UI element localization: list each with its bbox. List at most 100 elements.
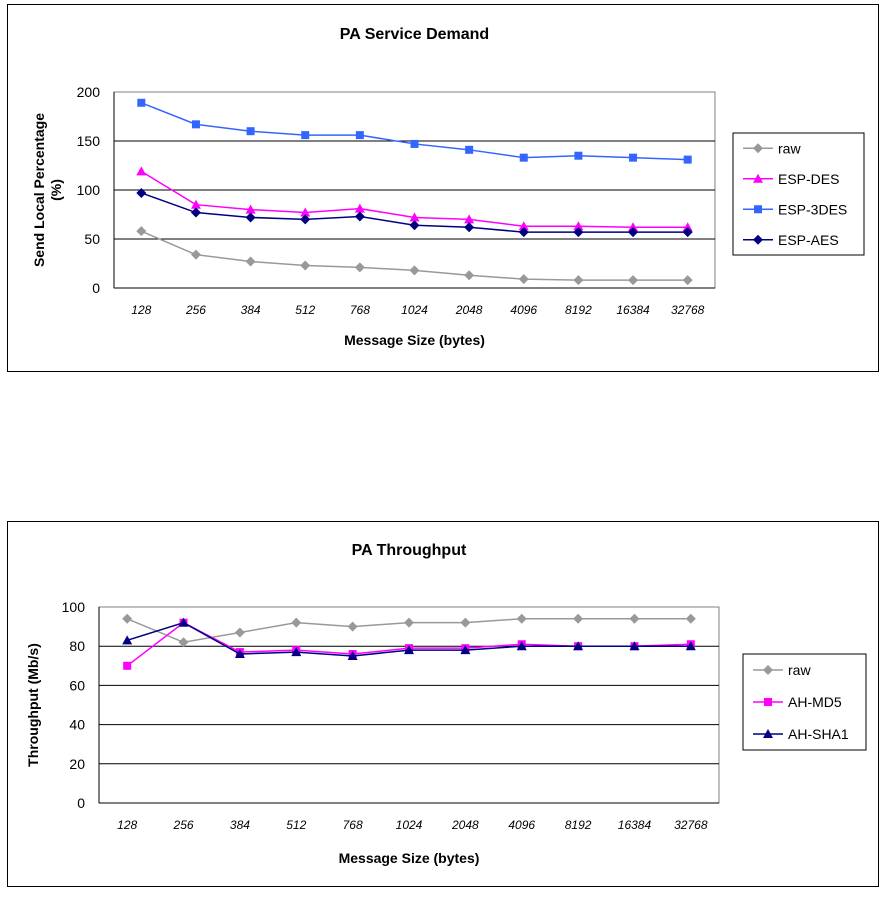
chart2-xtick-512: 512	[286, 818, 306, 832]
chart1-ytick-0: 0	[92, 280, 100, 296]
chart2-legend: raw AH-MD5 AH-SHA1	[742, 653, 867, 751]
chart1-point-esp-aes-384	[245, 212, 256, 223]
chart2-y-axis-title: Throughput (Mb/s)	[25, 643, 41, 767]
chart1-xtick-768: 768	[350, 303, 370, 317]
chart1-legend-marker-esp-aes	[753, 234, 763, 245]
chart2-point-raw-384	[234, 627, 245, 638]
chart1-legend-marker-esp-3des	[754, 205, 762, 214]
chart2-point-ah-md5-128	[123, 661, 132, 670]
chart1-point-esp-3des-768	[355, 131, 364, 140]
chart2-ytick-20: 20	[69, 756, 85, 772]
chart2-ytick-60: 60	[69, 677, 85, 693]
service-demand-chart: PA Service Demand 0 50 100 150 200 128 256 384 51…	[7, 4, 879, 372]
chart1-point-esp-des-32768	[682, 222, 693, 232]
chart2-point-raw-128	[122, 613, 133, 624]
chart1-point-esp-des-768	[354, 203, 365, 213]
chart1-point-esp-des-512	[300, 207, 311, 217]
chart1-point-esp-aes-128	[136, 187, 147, 198]
chart2-ytick-40: 40	[69, 717, 85, 733]
chart2-plot-area	[98, 606, 720, 804]
chart2-ytick-100: 100	[62, 599, 86, 615]
chart1-xtick-2048: 2048	[455, 303, 483, 317]
chart1-point-esp-3des-32768	[683, 155, 692, 164]
chart2-point-ah-sha1-256	[178, 617, 189, 627]
chart1-legend-marker-raw	[753, 143, 763, 154]
chart2-ytick-0: 0	[77, 795, 85, 811]
chart1-point-esp-3des-4096	[519, 153, 528, 162]
chart1-point-esp-des-2048	[464, 214, 475, 224]
chart2-point-ah-sha1-8192	[573, 641, 584, 651]
chart2-series-raw	[122, 613, 696, 648]
chart1-xtick-128: 128	[131, 303, 151, 317]
chart1-point-esp-des-8192	[573, 221, 584, 231]
throughput-chart-svg: PA Throughput 0 20 40 60 80 100 128 256 384 512 768…	[25, 542, 867, 866]
chart1-point-esp-des-256	[190, 199, 201, 209]
chart1-point-raw-32768	[682, 275, 693, 286]
chart2-point-ah-sha1-384	[234, 649, 245, 659]
chart1-point-raw-4096	[518, 274, 529, 285]
chart2-point-ah-sha1-1024	[404, 645, 414, 655]
chart2-xtick-256: 256	[173, 818, 194, 832]
chart2-xtick-128: 128	[117, 818, 137, 832]
chart1-point-esp-aes-32768	[682, 227, 693, 238]
chart1-y-axis-title: Send Local Percentage(%)	[31, 113, 64, 267]
chart1-point-raw-16384	[628, 275, 639, 286]
chart1-point-esp-des-1024	[409, 212, 420, 222]
chart1-ytick-50: 50	[84, 231, 100, 247]
chart1-point-esp-3des-2048	[465, 145, 474, 154]
chart2-xtick-16384: 16384	[618, 818, 652, 832]
chart1-xtick-256: 256	[185, 303, 206, 317]
chart2-point-raw-32768	[685, 613, 696, 624]
chart1-point-esp-3des-128	[137, 98, 146, 107]
chart2-point-raw-16384	[629, 613, 640, 624]
chart1-point-esp-aes-256	[190, 207, 201, 218]
chart1-point-esp-aes-16384	[628, 227, 639, 238]
chart2-point-ah-sha1-128	[122, 635, 133, 645]
chart1-point-esp-des-4096	[518, 221, 529, 231]
chart1-point-raw-256	[190, 249, 201, 260]
chart2-xtick-4096: 4096	[508, 818, 535, 832]
chart1-point-raw-8192	[573, 275, 584, 286]
chart1-legend-label-esp-3des: ESP-3DES	[778, 201, 847, 217]
chart1-legend-label-esp-des: ESP-DES	[778, 171, 839, 187]
chart2-x-axis-title: Message Size (bytes)	[339, 850, 480, 866]
chart1-point-esp-des-384	[245, 204, 256, 214]
chart2-point-ah-sha1-4096	[516, 641, 527, 651]
chart1-point-esp-3des-8192	[574, 151, 583, 160]
chart2-legend-label-raw: raw	[788, 662, 811, 678]
chart2-legend-label-ah-md5: AH-MD5	[788, 694, 842, 710]
chart1-legend-box	[732, 132, 865, 256]
chart2-point-raw-2048	[460, 617, 471, 628]
chart1-xtick-32768: 32768	[671, 303, 705, 317]
chart2-point-ah-sha1-768	[347, 651, 358, 660]
chart2-point-raw-4096	[516, 613, 527, 624]
chart2-xtick-768: 768	[343, 818, 363, 832]
chart1-point-esp-aes-768	[354, 211, 365, 222]
chart1-legend: raw ESP-DES ESP-3DES ESP-AES	[732, 132, 865, 256]
chart1-point-esp-aes-8192	[573, 227, 584, 238]
chart1-ytick-200: 200	[77, 84, 101, 100]
chart1-xtick-512: 512	[295, 303, 315, 317]
chart2-xtick-1024: 1024	[396, 818, 423, 832]
chart1-point-esp-3des-16384	[629, 153, 638, 162]
chart2-ytick-80: 80	[69, 638, 85, 654]
chart2-point-ah-sha1-16384	[629, 641, 640, 651]
chart1-series-esp-des	[136, 166, 693, 232]
chart1-legend-label-esp-aes: ESP-AES	[778, 232, 839, 248]
chart1-title: PA Service Demand	[340, 26, 489, 43]
chart1-point-esp-des-128	[136, 166, 147, 176]
chart1-point-raw-2048	[464, 270, 475, 281]
chart2-legend-marker-ah-sha1	[763, 729, 773, 738]
chart1-xtick-8192: 8192	[565, 303, 592, 317]
chart1-xtick-16384: 16384	[616, 303, 650, 317]
chart1-legend-marker-esp-des	[753, 173, 763, 183]
chart1-point-esp-aes-1024	[409, 220, 420, 231]
chart1-xtick-4096: 4096	[510, 303, 537, 317]
chart2-title: PA Throughput	[352, 542, 467, 559]
chart1-point-raw-384	[245, 256, 256, 267]
chart2-xtick-32768: 32768	[674, 818, 708, 832]
chart2-point-ah-sha1-2048	[460, 645, 471, 655]
chart2-xtick-384: 384	[230, 818, 250, 832]
chart1-point-esp-aes-2048	[464, 222, 475, 233]
chart2-point-raw-768	[347, 621, 358, 632]
